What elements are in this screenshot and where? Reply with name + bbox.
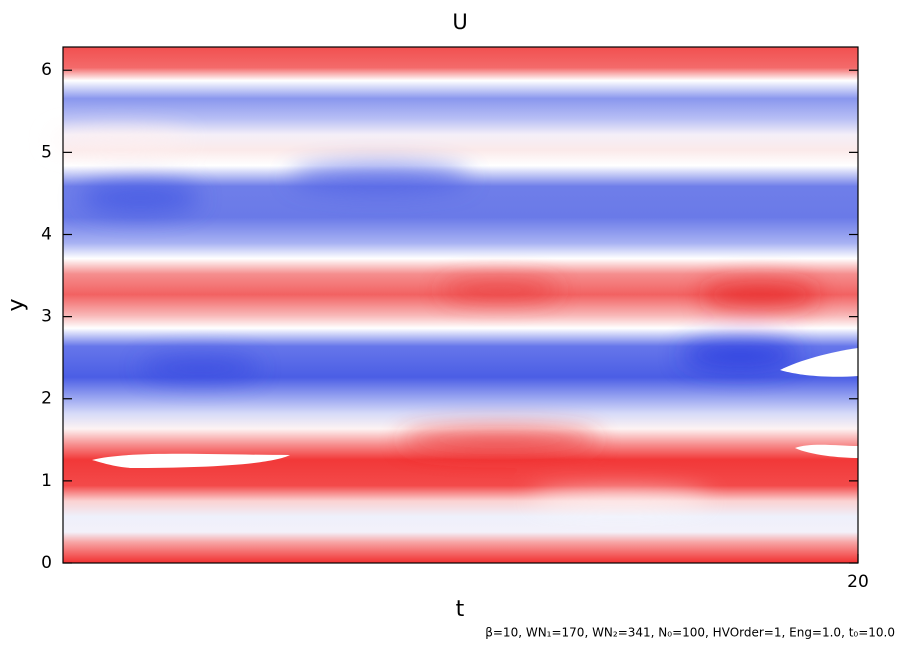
y-tick-label: 3 [41,307,52,327]
y-tick-label: 0 [41,553,52,573]
y-tick-label: 6 [41,60,52,80]
chart-title: U [452,10,467,34]
y-tick-label: 4 [41,224,52,244]
x-tick-label: 20 [847,572,869,592]
x-axis-label: t [456,597,465,622]
y-axis-label: y [4,298,29,311]
y-tick-label: 1 [41,471,52,491]
plot-frame [62,46,859,564]
y-tick-label: 5 [41,142,52,162]
heatmap-field [50,47,858,563]
y-tick-label: 2 [41,389,52,409]
parameter-note: β=10, WN₁=170, WN₂=341, N₀=100, HVOrder=… [485,626,895,640]
